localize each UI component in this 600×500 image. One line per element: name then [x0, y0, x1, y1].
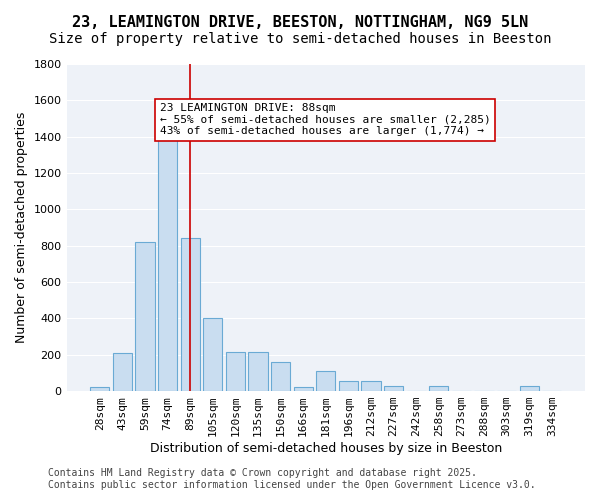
- Text: 23 LEAMINGTON DRIVE: 88sqm
← 55% of semi-detached houses are smaller (2,285)
43%: 23 LEAMINGTON DRIVE: 88sqm ← 55% of semi…: [160, 104, 491, 136]
- Bar: [226, 352, 245, 391]
- Bar: [90, 386, 109, 391]
- Bar: [339, 381, 358, 391]
- Bar: [203, 318, 223, 391]
- Bar: [429, 386, 448, 391]
- Bar: [158, 138, 177, 391]
- Bar: [271, 362, 290, 391]
- Bar: [181, 238, 200, 391]
- Bar: [136, 242, 155, 391]
- Bar: [384, 386, 403, 391]
- Bar: [113, 353, 132, 391]
- Bar: [248, 352, 268, 391]
- Bar: [520, 386, 539, 391]
- X-axis label: Distribution of semi-detached houses by size in Beeston: Distribution of semi-detached houses by …: [149, 442, 502, 455]
- Bar: [361, 381, 380, 391]
- Text: Size of property relative to semi-detached houses in Beeston: Size of property relative to semi-detach…: [49, 32, 551, 46]
- Bar: [293, 386, 313, 391]
- Y-axis label: Number of semi-detached properties: Number of semi-detached properties: [15, 112, 28, 343]
- Bar: [316, 371, 335, 391]
- Text: 23, LEAMINGTON DRIVE, BEESTON, NOTTINGHAM, NG9 5LN: 23, LEAMINGTON DRIVE, BEESTON, NOTTINGHA…: [72, 15, 528, 30]
- Text: Contains HM Land Registry data © Crown copyright and database right 2025.
Contai: Contains HM Land Registry data © Crown c…: [48, 468, 536, 490]
